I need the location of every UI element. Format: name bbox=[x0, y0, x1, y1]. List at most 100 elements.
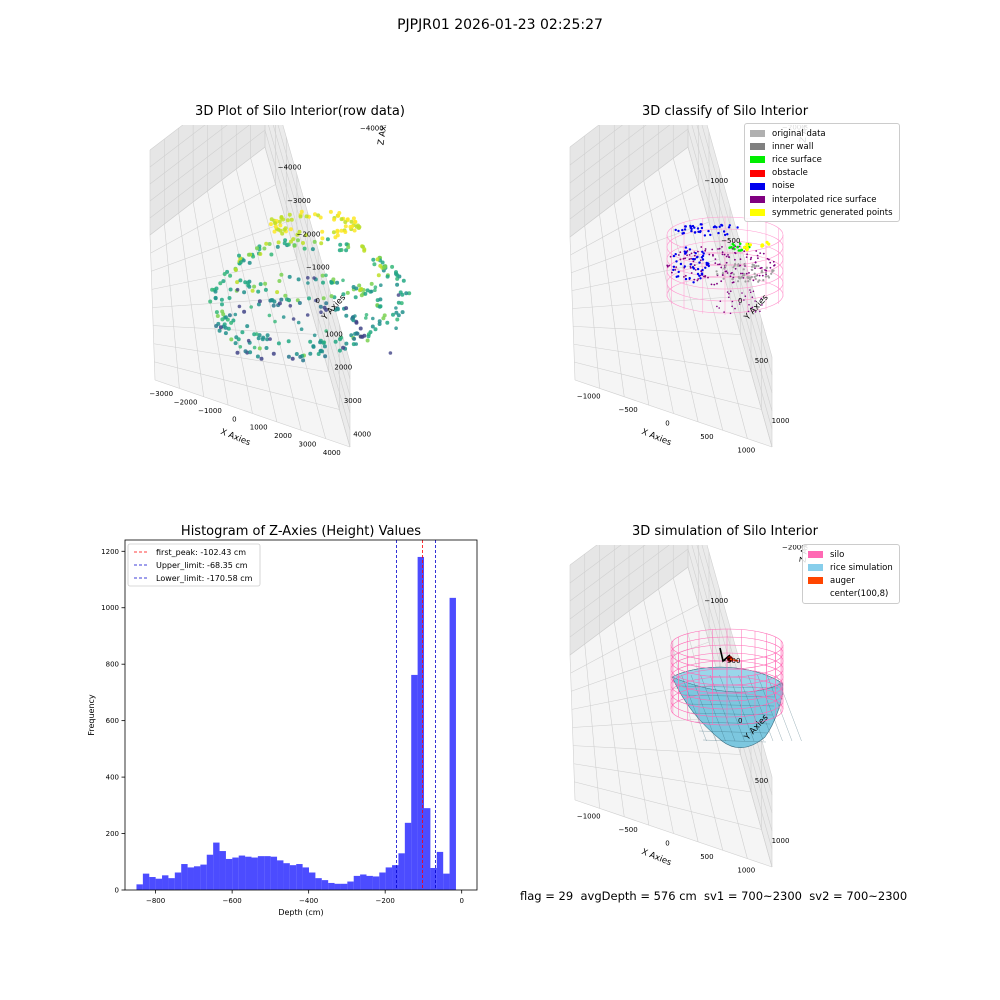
sim-floor-grid bbox=[643, 599, 699, 842]
noise-point bbox=[681, 232, 684, 235]
raw-data-point bbox=[258, 252, 263, 256]
raw-data-point bbox=[208, 299, 213, 304]
raw-data-point bbox=[344, 341, 349, 346]
original-data-point bbox=[770, 272, 773, 275]
raw-data-point bbox=[301, 241, 305, 245]
legend-swatch bbox=[750, 130, 765, 138]
cls-floor-pane bbox=[570, 147, 772, 447]
legend-swatch bbox=[750, 143, 765, 151]
symmetric-generated-point bbox=[742, 245, 746, 250]
raw-data-point bbox=[228, 273, 233, 278]
raw-data-point bbox=[286, 354, 291, 359]
interpolated-rice-point bbox=[666, 265, 669, 268]
histogram-bar bbox=[321, 880, 329, 890]
raw-data-point bbox=[287, 274, 292, 279]
cls-floor-grid bbox=[570, 184, 699, 256]
histogram-bar bbox=[309, 872, 316, 890]
histogram-bar bbox=[149, 877, 156, 890]
raw-data-point bbox=[341, 292, 346, 297]
original-data-point bbox=[767, 275, 770, 278]
raw-data-point bbox=[341, 278, 345, 283]
interpolated-rice-point bbox=[749, 291, 752, 294]
interpolated-rice-point bbox=[755, 250, 758, 252]
interpolated-rice-point bbox=[738, 298, 741, 300]
raw-data-point bbox=[265, 337, 270, 342]
raw-data-point bbox=[371, 316, 375, 321]
rice-surface-mesh bbox=[690, 674, 717, 742]
classify-3d-axes-box bbox=[569, 125, 773, 448]
noise-point bbox=[691, 224, 695, 228]
raw-data-point bbox=[339, 228, 344, 233]
rice-surface-mesh bbox=[709, 674, 736, 742]
sim-wall-grid bbox=[569, 566, 773, 868]
raw-data-point bbox=[314, 298, 318, 303]
interpolated-rice-point bbox=[760, 266, 763, 269]
original-data-point bbox=[737, 280, 740, 283]
raw-data-point bbox=[358, 288, 362, 293]
raw-data-point bbox=[321, 296, 326, 301]
noise-point bbox=[672, 254, 676, 258]
raw-data-point bbox=[353, 295, 358, 300]
noise-point bbox=[699, 277, 702, 280]
cls-x-tick-label: 500 bbox=[700, 433, 713, 441]
raw-data-point bbox=[219, 297, 224, 302]
raw-data-point bbox=[352, 228, 357, 233]
noise-point bbox=[698, 261, 701, 264]
raw-data-point bbox=[248, 350, 253, 355]
interpolated-rice-point bbox=[717, 263, 719, 266]
original-data-point bbox=[731, 278, 734, 281]
original-data-point bbox=[737, 263, 740, 266]
legend-item: obstacle bbox=[750, 167, 893, 180]
raw-data-point bbox=[335, 307, 340, 312]
histogram-bar bbox=[187, 867, 194, 890]
rice-surface-mesh bbox=[747, 674, 774, 742]
interpolated-rice-point bbox=[697, 278, 700, 280]
noise-point bbox=[703, 234, 707, 237]
interpolated-rice-point bbox=[716, 305, 718, 308]
rice-surface-mesh bbox=[766, 674, 793, 742]
interpolated-rice-point bbox=[690, 252, 693, 255]
interpolated-rice-point bbox=[690, 272, 693, 274]
raw-data-point bbox=[341, 345, 346, 350]
raw-data-point bbox=[291, 317, 296, 321]
histogram-bar bbox=[366, 875, 373, 890]
interpolated-rice-point bbox=[760, 297, 763, 300]
noise-point bbox=[672, 268, 675, 272]
legend-swatch bbox=[750, 182, 765, 190]
legend-item: noise bbox=[750, 180, 893, 193]
raw-data-point bbox=[337, 348, 342, 353]
raw-data-point bbox=[264, 346, 269, 350]
raw-data-point bbox=[319, 310, 323, 314]
raw-data-point bbox=[353, 314, 357, 318]
sim-floor-grid bbox=[570, 604, 699, 674]
histogram-bar bbox=[430, 867, 437, 890]
raw-data-point bbox=[238, 260, 243, 265]
cls-y-tick-label: −1000 bbox=[704, 177, 728, 185]
raw-data-point bbox=[231, 318, 236, 323]
raw-data-point bbox=[283, 293, 288, 298]
raw-data-point bbox=[227, 313, 232, 318]
interpolated-rice-point bbox=[766, 257, 769, 260]
raw-data-point bbox=[371, 257, 376, 262]
raw-data-point bbox=[320, 273, 325, 278]
raw-data-point bbox=[247, 260, 252, 265]
raw-data-point bbox=[271, 303, 276, 308]
symmetric-generated-point bbox=[745, 245, 749, 249]
raw-data-point bbox=[295, 298, 300, 303]
noise-point bbox=[718, 225, 721, 228]
interpolated-rice-point bbox=[720, 280, 723, 283]
interpolated-rice-point bbox=[688, 254, 691, 256]
interpolated-rice-point bbox=[758, 274, 761, 277]
raw-data-point bbox=[331, 277, 336, 282]
histogram-bar bbox=[379, 872, 386, 890]
original-data-point bbox=[755, 264, 758, 268]
noise-point bbox=[722, 230, 726, 233]
raw-data-point bbox=[345, 290, 350, 295]
interpolated-rice-point bbox=[718, 307, 720, 309]
interpolated-rice-point bbox=[707, 276, 709, 279]
histogram-bar bbox=[283, 863, 290, 890]
raw-data-point bbox=[335, 280, 340, 285]
raw-data-point bbox=[351, 318, 356, 323]
simulation-legend: silo rice simulation auger center(100,8) bbox=[802, 544, 900, 604]
histogram-bar bbox=[385, 867, 393, 890]
